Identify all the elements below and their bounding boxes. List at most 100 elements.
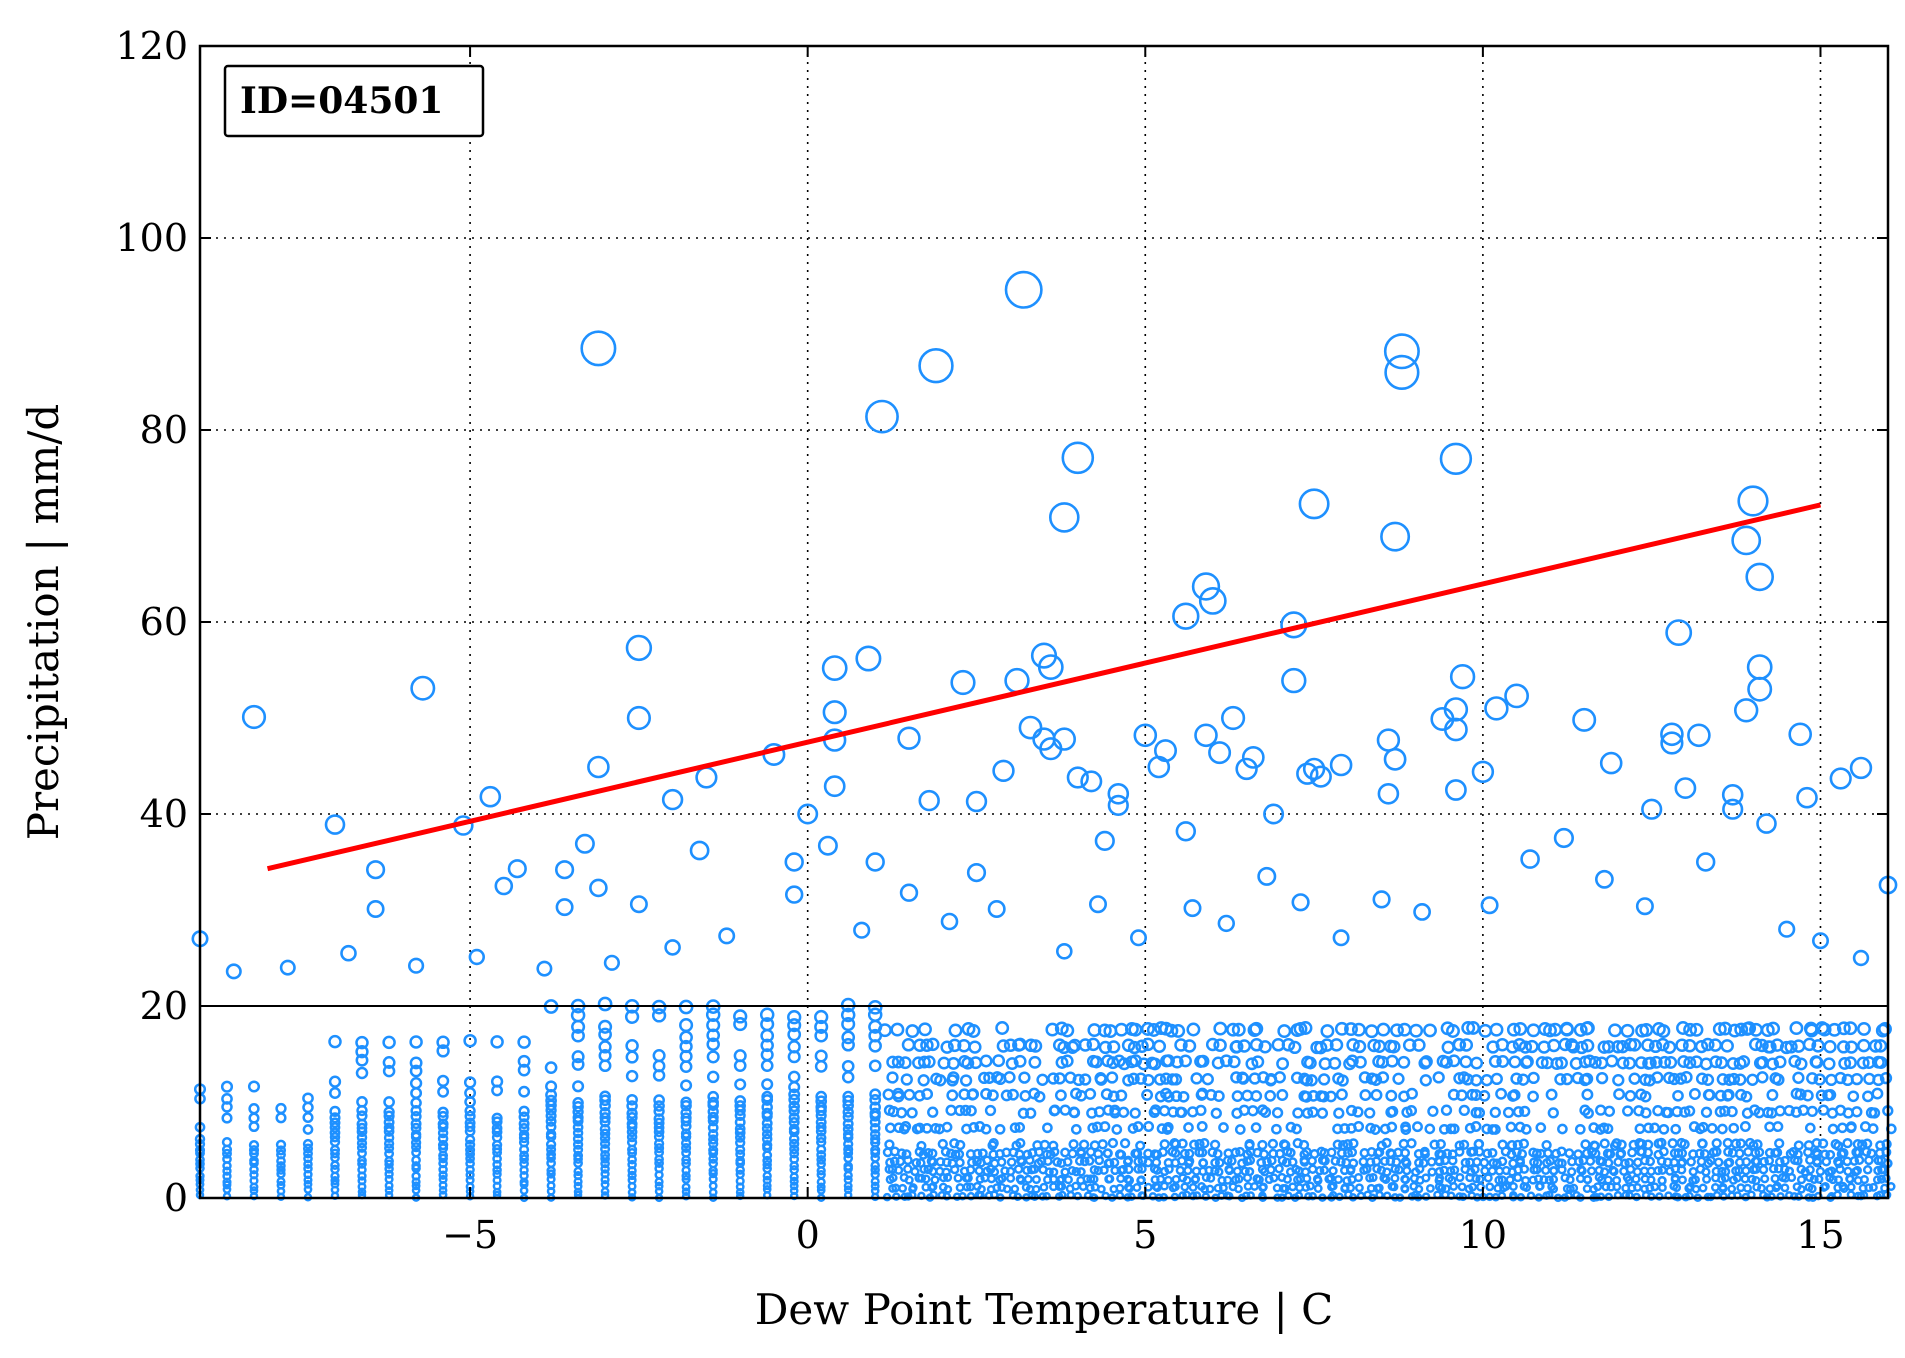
bulk-point <box>436 1074 450 1088</box>
bulk-point <box>1624 1157 1635 1168</box>
bulk-point <box>383 1110 395 1122</box>
bulk-point <box>1651 1071 1664 1084</box>
bulk-point <box>599 1090 611 1103</box>
bulk-point <box>1857 1139 1868 1150</box>
bulk-point <box>1237 1039 1252 1053</box>
data-point <box>661 788 684 811</box>
bulk-point <box>409 1035 423 1049</box>
bulk-point <box>1774 1157 1785 1167</box>
bulk-point <box>1497 1139 1508 1150</box>
bulk-point <box>1603 1175 1613 1185</box>
bulk-point <box>1734 1022 1749 1037</box>
bulk-point <box>869 1101 881 1113</box>
bulk-point <box>893 1122 905 1134</box>
bulk-point <box>1448 1123 1460 1135</box>
bulk-point <box>947 1158 958 1169</box>
bulk-point <box>1632 1167 1643 1177</box>
bulk-point <box>680 1096 692 1108</box>
bulk-point <box>1488 1054 1502 1068</box>
data-point <box>1376 728 1401 752</box>
bulk-point <box>1429 1139 1440 1150</box>
bulk-point <box>1369 1073 1383 1086</box>
bulk-point <box>409 1056 423 1070</box>
bulk-point <box>1162 1090 1175 1103</box>
bulk-point <box>222 1171 232 1181</box>
bulk-point <box>1365 1122 1376 1134</box>
bulk-point <box>1280 1183 1290 1193</box>
bulk-point <box>761 1128 773 1140</box>
bulk-point <box>927 1106 939 1118</box>
bulk-point <box>1458 1104 1470 1117</box>
bulk-point <box>1593 1182 1603 1192</box>
bulk-point <box>303 1153 313 1164</box>
bulk-point <box>573 1181 583 1191</box>
bulk-point <box>1513 1021 1528 1036</box>
data-point <box>410 675 436 701</box>
data-point <box>1235 757 1258 781</box>
bulk-point <box>383 1138 395 1149</box>
bulk-point <box>1391 1157 1402 1167</box>
bulk-point <box>1490 1124 1501 1135</box>
bulk-point <box>681 1158 691 1169</box>
bulk-point <box>437 1085 450 1098</box>
bulk-point <box>1347 1147 1358 1158</box>
bulk-point <box>1642 1139 1654 1150</box>
bulk-point <box>1763 1040 1777 1054</box>
dense-points-cloud <box>193 996 1897 1203</box>
bulk-point <box>1517 1073 1530 1086</box>
data-point <box>1183 899 1202 918</box>
bulk-point <box>1164 1164 1174 1174</box>
data-point <box>1296 762 1319 785</box>
data-point <box>965 790 988 813</box>
bulk-point <box>1312 1174 1322 1184</box>
bulk-point <box>1588 1055 1602 1069</box>
bulk-point <box>1596 1192 1606 1201</box>
bulk-point <box>989 1167 1000 1177</box>
bulk-point <box>571 1028 585 1043</box>
bulk-point <box>975 1174 985 1184</box>
bulk-point <box>303 1159 313 1169</box>
bulk-point <box>1127 1072 1140 1085</box>
bulk-point <box>1042 1192 1051 1201</box>
data-point <box>479 785 502 808</box>
bulk-point <box>490 1075 504 1088</box>
bulk-point <box>927 1148 938 1159</box>
bulk-point <box>1344 1022 1358 1037</box>
bulk-point <box>1100 1088 1113 1101</box>
bulk-point <box>1741 1166 1751 1176</box>
data-point <box>1066 766 1089 789</box>
bulk-point <box>1620 1023 1635 1038</box>
bulk-point <box>1521 1175 1531 1186</box>
bulk-point <box>994 1123 1006 1135</box>
bulk-point <box>1048 1140 1059 1151</box>
bulk-point <box>600 1158 610 1169</box>
data-point <box>1747 676 1773 702</box>
bulk-point <box>1104 1158 1115 1168</box>
bulk-point <box>356 1096 368 1108</box>
bulk-point <box>787 1018 802 1033</box>
data-point <box>1471 760 1495 783</box>
bulk-point <box>1435 1138 1446 1150</box>
y-axis-title: Precipitation | mm/d <box>19 404 68 841</box>
bulk-point <box>1328 1181 1338 1191</box>
bulk-point <box>815 1116 827 1128</box>
bulk-point <box>1518 1040 1533 1054</box>
bulk-point <box>734 1116 746 1128</box>
bulk-point <box>1316 1107 1329 1119</box>
bulk-point <box>1099 1121 1111 1133</box>
bulk-point <box>1480 1166 1490 1176</box>
bulk-point <box>1028 1039 1043 1053</box>
bulk-point <box>1093 1148 1104 1159</box>
bulk-point <box>1353 1173 1364 1183</box>
bulk-point <box>1157 1147 1168 1158</box>
data-point <box>1380 521 1411 552</box>
bulk-point <box>1663 1071 1676 1085</box>
bulk-point <box>1772 1073 1785 1086</box>
bulk-point <box>1031 1184 1041 1194</box>
bulk-point <box>1381 1137 1392 1149</box>
data-point <box>823 775 846 798</box>
data-point <box>853 921 871 939</box>
bulk-point <box>1797 1184 1806 1194</box>
bulk-point <box>1836 1040 1851 1054</box>
bulk-point <box>1688 1088 1701 1100</box>
